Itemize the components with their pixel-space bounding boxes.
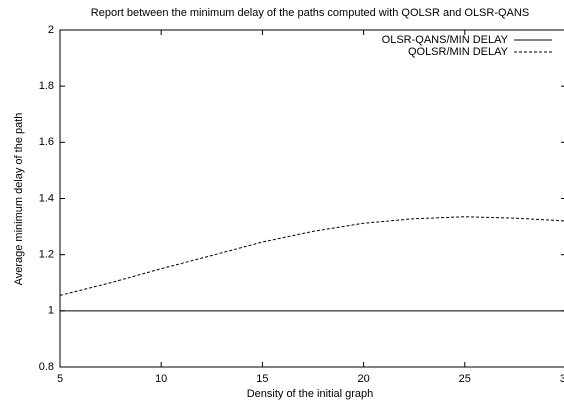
x-tick-label: 15 (256, 373, 268, 385)
y-tick-label: 0.8 (39, 361, 54, 373)
y-tick-label: 2 (48, 24, 54, 36)
x-axis-label: Density of the initial graph (247, 388, 374, 400)
y-tick-label: 1.8 (39, 80, 54, 92)
legend-label: OLSR-QANS/MIN DELAY (382, 34, 509, 46)
chart-title: Report between the minimum delay of the … (91, 7, 529, 19)
x-tick-label: 10 (155, 373, 167, 385)
plot-border (59, 29, 564, 368)
x-tick-label: 30 (560, 373, 564, 385)
y-tick-label: 1.4 (39, 192, 54, 204)
x-tick-label: 25 (459, 373, 471, 385)
x-tick-label: 20 (357, 373, 369, 385)
series-line (59, 216, 564, 296)
y-tick-label: 1 (48, 305, 54, 317)
legend-label: QOLSR/MIN DELAY (408, 46, 509, 58)
y-tick-label: 1.6 (39, 136, 54, 148)
x-tick-label: 5 (57, 373, 63, 385)
y-axis-label: Average minimum delay of the path (13, 113, 25, 286)
y-tick-label: 1.2 (39, 249, 54, 261)
